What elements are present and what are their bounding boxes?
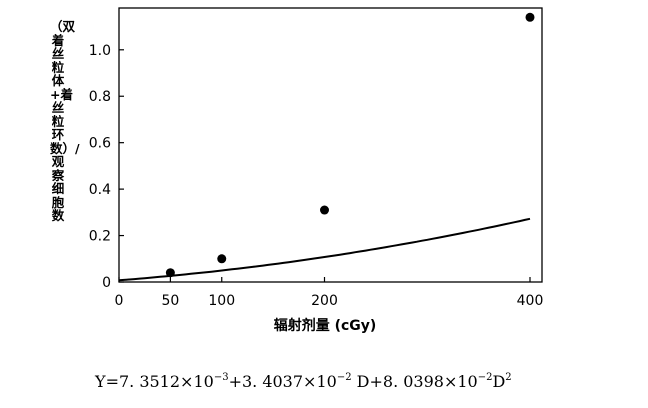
regression-formula: Y=7. 3512×10−3+3. 4037×10−2 D+8. 0398×10… xyxy=(95,372,512,391)
formula-part: Y=7. 3512×10 xyxy=(95,372,214,391)
formula-exponent: −2 xyxy=(477,372,493,383)
y-tick-label: 1.0 xyxy=(89,43,111,59)
y-tick-label: 0.2 xyxy=(89,229,111,245)
data-point xyxy=(217,254,227,264)
data-point xyxy=(165,268,175,278)
fitted-curve xyxy=(118,217,531,282)
x-tick-label: 400 xyxy=(517,293,544,309)
formula-exponent: 2 xyxy=(505,372,512,383)
x-tick-label: 0 xyxy=(115,293,124,309)
y-tick-label: 0.8 xyxy=(89,89,111,105)
x-tick-label: 100 xyxy=(208,293,235,309)
x-axis-label: 辐射剂量 (cGy) xyxy=(274,317,377,334)
data-point xyxy=(525,12,535,22)
plot-frame xyxy=(118,7,543,283)
x-tick-label: 50 xyxy=(161,293,179,309)
formula-part: +3. 4037×10 xyxy=(228,372,337,391)
y-tick-label: 0.6 xyxy=(89,136,111,152)
formula-exponent: −3 xyxy=(213,372,229,383)
formula-exponent: −2 xyxy=(336,372,352,383)
y-tick-label: 0 xyxy=(102,275,111,291)
data-point xyxy=(320,205,329,215)
chart-canvas: 0 0.2 0.4 0.6 0.8 1.0 0 50 100 200 400 辐射剂量 (cGy) xyxy=(89,7,544,334)
y-tick-label: 0.4 xyxy=(89,182,111,198)
chart: 0 0.2 0.4 0.6 0.8 1.0 0 50 100 200 400 辐射剂量 (cGy) （… xyxy=(50,7,544,334)
formula-part: D+8. 0398×10 xyxy=(351,372,478,391)
formula-part: D xyxy=(492,372,506,391)
y-axis-label: （双着丝粒体+着丝粒环数）/观察细胞数 xyxy=(50,19,80,223)
x-tick-label: 200 xyxy=(311,293,338,309)
